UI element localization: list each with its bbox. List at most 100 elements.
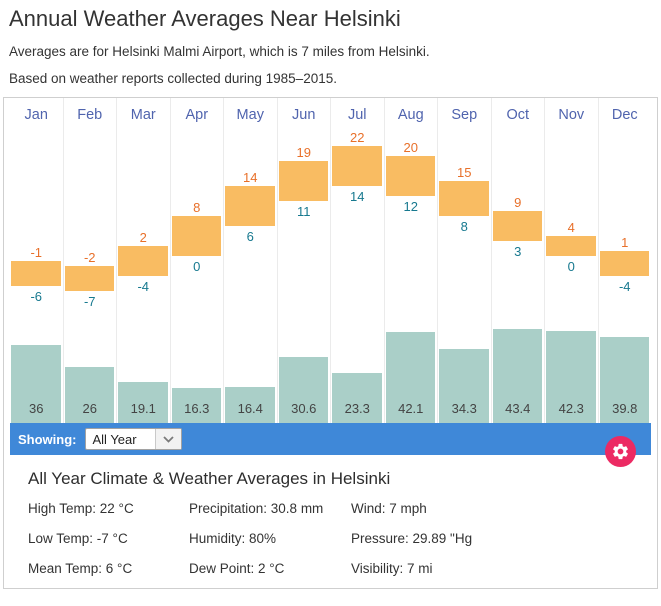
temp-range-bar [278, 161, 328, 201]
low-temp-label: -7 [83, 294, 96, 309]
high-temp-label: 20 [403, 140, 418, 155]
month-column-jan[interactable]: Jan -1 -6 36 [10, 98, 64, 423]
precipitation-bar [278, 357, 328, 423]
month-column-oct[interactable]: Oct 9 3 43.4 [492, 98, 545, 423]
low-temp-label: 12 [403, 199, 418, 214]
month-label: Feb [77, 107, 103, 123]
period-select[interactable]: All Year [84, 428, 182, 450]
precipitation-bar [118, 382, 168, 423]
month-label: Mar [130, 107, 156, 123]
weather-widget: Jan -1 -6 3 6 Feb -2 -7 26 Mar 2 -4 19.1 Apr 8 0 16.3 May… [3, 97, 658, 589]
high-temp-label: 15 [457, 165, 472, 180]
precipitation-value-label: 23.3 [344, 401, 370, 416]
high-temp-label: 19 [296, 145, 311, 160]
high-temp-label: 22 [350, 130, 365, 145]
month-column-may[interactable]: May 14 6 16.4 [224, 98, 278, 423]
high-temp-label: 9 [514, 195, 522, 210]
precipitation-value-label: 39.8 [612, 401, 638, 416]
temp-range-bar [171, 216, 221, 256]
summary-title: All Year Climate & Weather Averages in H… [28, 469, 391, 488]
chevron-down-icon [154, 429, 181, 449]
month-label: Oct [506, 107, 530, 123]
stat-humidity: Humidity: 80% [189, 531, 277, 546]
month-column-aug[interactable]: Aug 20 12 42.1 [385, 98, 438, 423]
month-label: May [236, 107, 264, 123]
temp-range-bar [225, 186, 275, 226]
precipitation-bar [599, 337, 649, 423]
precipitation-value-label: 19.1 [130, 401, 156, 416]
temp-range-bar [332, 146, 382, 186]
stat-mean-temp: Mean Temp: 6 °C [28, 561, 133, 576]
month-label: Aug [397, 107, 424, 123]
stat-visibility: Visibility: 7 mi [351, 561, 433, 576]
period-select-value: All Year [92, 431, 137, 447]
low-temp-label: -6 [30, 289, 43, 304]
climate-chart: Jan -1 -6 3 6 Feb -2 -7 26 Mar 2 -4 19.1 Apr 8 0 16.3 May… [10, 98, 651, 423]
precipitation-bar [64, 367, 114, 423]
stat-dew-point: Dew Point: 2 °C [189, 561, 285, 576]
precipitation-value-label: 30.6 [291, 401, 317, 416]
month-label: Jul [347, 107, 367, 123]
precipitation-value-label: 16.3 [184, 401, 210, 416]
temp-range-bar [385, 156, 435, 196]
gear-icon [611, 442, 630, 461]
precipitation-value-label: 16.4 [237, 401, 263, 416]
subtitle-period: Based on weather reports collected durin… [9, 71, 337, 86]
month-column-sep[interactable]: Sep 15 8 34.3 [438, 98, 492, 423]
precipitation-value-label: 34.3 [451, 401, 477, 416]
showing-bar: Showing: All Year [10, 423, 651, 455]
precipitation-value-label: 42.1 [398, 401, 424, 416]
stat-precipitation: Precipitation: 30.8 mm [189, 501, 324, 516]
temp-range-bar [64, 266, 114, 291]
low-temp-label: 11 [297, 204, 311, 219]
month-label: Jan [24, 107, 48, 123]
temp-range-bar [118, 246, 168, 276]
precipitation-value-label: 42.3 [558, 401, 584, 416]
temp-range-bar [11, 261, 61, 286]
month-column-jul[interactable]: Jul 22 14 23.3 [331, 98, 385, 423]
precipitation-bar [492, 329, 542, 423]
high-temp-label: 2 [139, 230, 147, 245]
stat-low-temp: Low Temp: -7 °C [28, 531, 128, 546]
low-temp-label: 6 [246, 229, 254, 244]
temp-range-bar [599, 251, 649, 276]
month-column-mar[interactable]: Mar 2 -4 19.1 [117, 98, 171, 423]
low-temp-label: 8 [460, 219, 468, 234]
precipitation-bar [385, 332, 435, 423]
precipitation-bar [225, 387, 275, 423]
low-temp-label: -4 [137, 279, 150, 294]
high-temp-label: 14 [243, 170, 258, 185]
month-label: Apr [185, 107, 209, 123]
month-column-feb[interactable]: Feb -2 -7 26 [64, 98, 117, 423]
month-column-nov[interactable]: Nov 4 0 42.3 [545, 98, 599, 423]
month-label: Sep [451, 107, 478, 123]
month-column-dec[interactable]: Dec 1 -4 39.8 [599, 98, 652, 423]
settings-button[interactable] [605, 436, 636, 467]
low-temp-label: 0 [567, 259, 575, 274]
temp-range-bar [546, 236, 596, 256]
low-temp-label: 3 [514, 244, 522, 259]
precipitation-bar [171, 388, 221, 423]
high-temp-label: -2 [83, 250, 96, 265]
low-temp-label: -4 [618, 279, 631, 294]
high-temp-label: 8 [193, 200, 201, 215]
month-column-apr[interactable]: Apr 8 0 16.3 [171, 98, 224, 423]
precipitation-bar [11, 345, 61, 423]
precipitation-value-label: 26 [82, 401, 97, 416]
stat-wind: Wind: 7 mph [351, 501, 427, 516]
stat-high-temp: High Temp: 22 °C [28, 501, 134, 516]
month-column-jun[interactable]: Jun 19 11 30.6 [278, 98, 331, 423]
page-title: Annual Weather Averages Near Helsinki [9, 6, 401, 31]
precipitation-value-label: 43.4 [505, 401, 531, 416]
month-label: Dec [611, 107, 638, 123]
showing-label: Showing: [18, 431, 77, 447]
stats-grid: High Temp: 22 °C Precipitation: 30.8 mm Wi… [28, 500, 657, 577]
low-temp-label: 14 [350, 189, 365, 204]
temp-range-bar [492, 211, 542, 241]
high-temp-label: -1 [30, 245, 43, 260]
month-label: Nov [558, 107, 585, 123]
low-temp-label: 0 [193, 259, 201, 274]
high-temp-label: 4 [567, 220, 575, 235]
month-label: Jun [292, 107, 316, 123]
stat-pressure: Pressure: 29.89 "Hg [351, 531, 473, 546]
